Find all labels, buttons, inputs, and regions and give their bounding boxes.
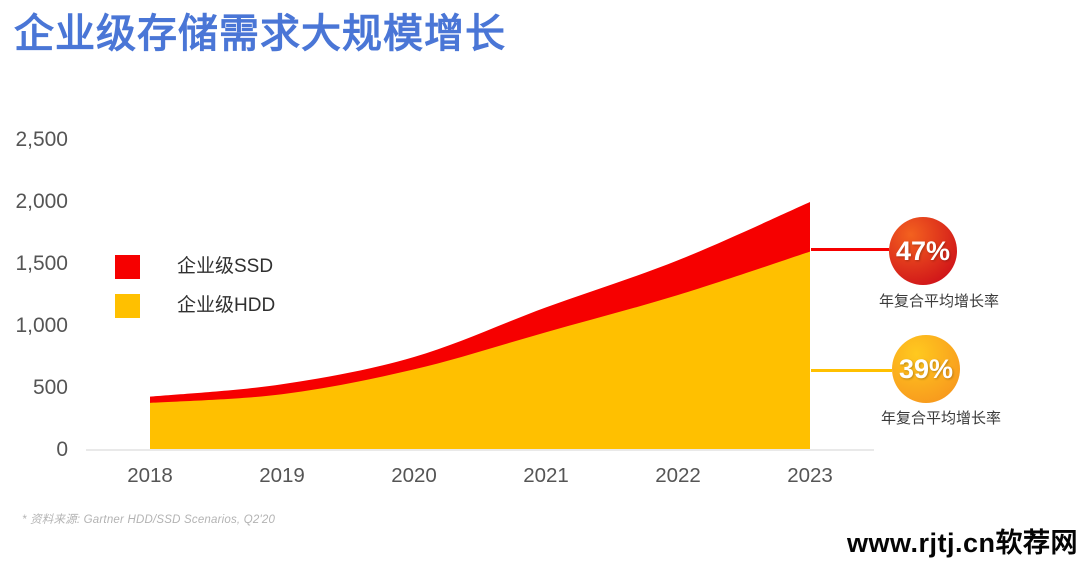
watermark: www.rjtj.cn软荐网 <box>846 528 1078 558</box>
x-tick-label: 2018 <box>127 464 173 487</box>
legend-label-hdd: 企业级HDD <box>177 295 276 316</box>
y-tick-label: 1,500 <box>15 252 68 275</box>
hdd-area <box>150 251 810 450</box>
callout-line-hdd <box>811 369 892 372</box>
cagr-value-hdd: 39% <box>898 353 954 384</box>
x-tick-label: 2020 <box>391 464 437 487</box>
x-tick-label: 2023 <box>787 464 833 487</box>
legend-label-ssd: 企业级SSD <box>177 256 274 277</box>
y-tick-label: 2,500 <box>15 128 68 151</box>
y-tick-label: 1,000 <box>15 314 68 337</box>
y-tick-label: 2,000 <box>15 190 68 213</box>
cagr-caption-hdd: 年复合平均增长率 <box>880 410 1001 427</box>
cagr-badge-ssd: 47% <box>889 217 957 285</box>
cagr-caption-ssd: 年复合平均增长率 <box>878 293 999 310</box>
y-tick-label: 0 <box>56 438 68 461</box>
source-note: * 资料来源: Gartner HDD/SSD Scenarios, Q2'20 <box>22 514 276 526</box>
stacked-area-chart <box>150 202 810 450</box>
legend-swatch-ssd <box>115 255 140 279</box>
x-tick-label: 2022 <box>655 464 701 487</box>
page-title: 企业级存储需求大规模增长 <box>14 12 506 56</box>
x-tick-label: 2019 <box>259 464 305 487</box>
y-tick-label: 500 <box>32 376 68 399</box>
x-axis-line <box>86 449 874 451</box>
cagr-value-ssd: 47% <box>895 235 951 266</box>
x-tick-label: 2021 <box>523 464 569 487</box>
legend-swatch-hdd <box>115 294 140 318</box>
cagr-badge-hdd: 39% <box>892 335 960 403</box>
callout-line-ssd <box>811 248 889 251</box>
